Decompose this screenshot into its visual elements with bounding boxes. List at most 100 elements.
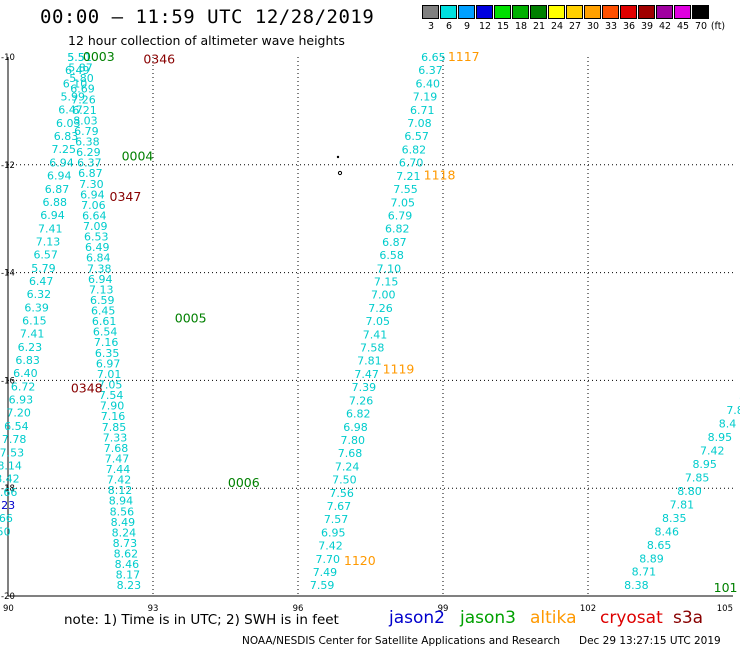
y-tick-label: -12 — [1, 161, 15, 171]
pass-time-label: 1120 — [344, 553, 376, 568]
wave-height-value: 8.12 — [108, 484, 133, 497]
legend-swatch — [458, 5, 475, 19]
legend-swatch — [440, 5, 457, 19]
wave-height-value: 6.98 — [343, 421, 368, 434]
wave-height-value: 6.64 — [82, 209, 107, 222]
wave-height-value: 7.26 — [349, 394, 374, 407]
pass-time-label: 0347 — [110, 189, 142, 204]
legend-label: 15 — [496, 21, 510, 32]
wave-height-value: 7.56 — [329, 487, 354, 500]
wave-height-value: 6.49 — [65, 64, 90, 77]
wave-height-value: 7.08 — [407, 117, 432, 130]
wave-height-value: 6.53 — [84, 231, 109, 244]
x-tick-label: 102 — [580, 604, 596, 614]
wave-height-value: 6.94 — [88, 273, 113, 286]
wave-height-value: 8.80 — [677, 485, 702, 498]
legend-swatch — [512, 5, 529, 19]
legend-label: 27 — [568, 21, 582, 32]
wave-height-value: 6.72 — [11, 380, 36, 393]
page-title: 00:00 – 11:59 UTC 12/28/2019 — [40, 6, 375, 28]
wave-height-value: 7.26 — [71, 93, 96, 106]
wave-height-value: 7.38 — [87, 262, 112, 275]
wave-height-value: 6.97 — [96, 357, 121, 370]
wave-height-value: 6.23 — [18, 341, 43, 354]
wave-height-value: 8.23 — [117, 579, 142, 592]
legend-label: 39 — [640, 21, 654, 32]
wave-height-value: 8.71 — [632, 566, 657, 579]
pass-time-label: 0004 — [122, 149, 154, 164]
legend-swatch — [530, 5, 547, 19]
chart-subtitle: 12 hour collection of altimeter wave hei… — [68, 33, 345, 48]
legend-label: 6 — [445, 21, 453, 32]
legend-label: 9 — [463, 21, 471, 32]
wave-height-value: 6.87 — [78, 167, 103, 180]
wave-height-value: 7.44 — [106, 463, 131, 476]
legend-swatch — [422, 5, 439, 19]
legend-label: 18 — [514, 21, 528, 32]
wave-height-value: 7.01 — [97, 368, 122, 381]
wave-height-value: 8.17 — [116, 569, 141, 582]
wave-height-value: 7.57 — [324, 513, 349, 526]
x-tick-label: 90 — [3, 604, 14, 614]
legend-label: 42 — [658, 21, 672, 32]
wave-height-value: 6.79 — [74, 125, 99, 138]
pass-time-label: 0346 — [143, 52, 175, 67]
wave-height-value: 7.47 — [105, 452, 130, 465]
legend-label: 24 — [550, 21, 564, 32]
footer-timestamp: Dec 29 13:27:15 UTC 2019 — [579, 635, 721, 647]
wave-height-value: 8.14 — [0, 459, 22, 472]
wave-height-value: 6.83 — [15, 354, 40, 367]
wave-height-value: 8.46 — [115, 558, 140, 571]
wave-height-value: 6.82 — [385, 223, 410, 236]
wave-height-value: 7.05 — [366, 315, 391, 328]
wave-height-value: 6.38 — [75, 136, 100, 149]
wave-height-value: 7.00 — [371, 289, 396, 302]
wave-height-value: 7.41 — [38, 222, 63, 235]
wave-height-value: 7.42 — [318, 540, 343, 553]
legend-label: 3 — [427, 21, 435, 32]
wave-height-value: 7.81 — [670, 498, 695, 511]
wave-height-value: 6.29 — [76, 146, 101, 159]
wave-height-value: 6.93 — [9, 394, 34, 407]
wave-height-value: 7.68 — [338, 447, 363, 460]
footer-credit: NOAA/NESDIS Center for Satellite Applica… — [242, 635, 560, 647]
wave-height-value: 8.66 — [0, 486, 17, 499]
wave-height-value: 7.16 — [101, 410, 126, 423]
wave-height-value: 8.62 — [114, 548, 139, 561]
wave-height-value: 6.87 — [382, 236, 407, 249]
wave-height-value: 7.90 — [100, 400, 125, 413]
pass-time-label: 1117 — [448, 49, 480, 64]
wave-height-value: 7.33 — [103, 431, 128, 444]
wave-height-value: 5.99 — [61, 91, 86, 104]
legend-swatch — [620, 5, 637, 19]
wave-height-value: 6.39 — [24, 301, 49, 314]
wave-height-value: 7.68 — [104, 442, 129, 455]
wave-height-value: 6.82 — [346, 408, 371, 421]
wave-height-value: 6.10 — [63, 77, 88, 90]
pass-time-label: 0003 — [83, 49, 115, 64]
wave-height-value: 6.45 — [91, 305, 116, 318]
wave-height-value: 7.19 — [413, 91, 438, 104]
wave-height-value: 6.40 — [13, 367, 38, 380]
wave-height-value: 8.38 — [624, 579, 649, 592]
wave-height-value: 6.65 — [421, 51, 446, 64]
legend-swatch — [638, 5, 655, 19]
legend-swatch — [602, 5, 619, 19]
wave-height-value: 7.80 — [340, 434, 365, 447]
wave-height-value: 6.37 — [418, 64, 443, 77]
wave-height-value: 6.94 — [49, 156, 74, 169]
wave-height-value: 7.85 — [102, 421, 127, 434]
wave-height-value: 8.49 — [111, 516, 136, 529]
wave-height-value: 7.66 — [0, 512, 13, 525]
wave-height-value: 6.47 — [29, 275, 54, 288]
y-tick-label: -10 — [1, 53, 15, 63]
wave-height-value: 6.83 — [54, 130, 79, 143]
legend-swatch — [674, 5, 691, 19]
wave-height-value: 6.54 — [93, 326, 118, 339]
legend-swatch — [584, 5, 601, 19]
wave-height-value: 8.42 — [0, 473, 20, 486]
legend-label: 21 — [532, 21, 546, 32]
x-tick-label: 96 — [293, 604, 304, 614]
wave-height-value: 7.55 — [393, 183, 418, 196]
